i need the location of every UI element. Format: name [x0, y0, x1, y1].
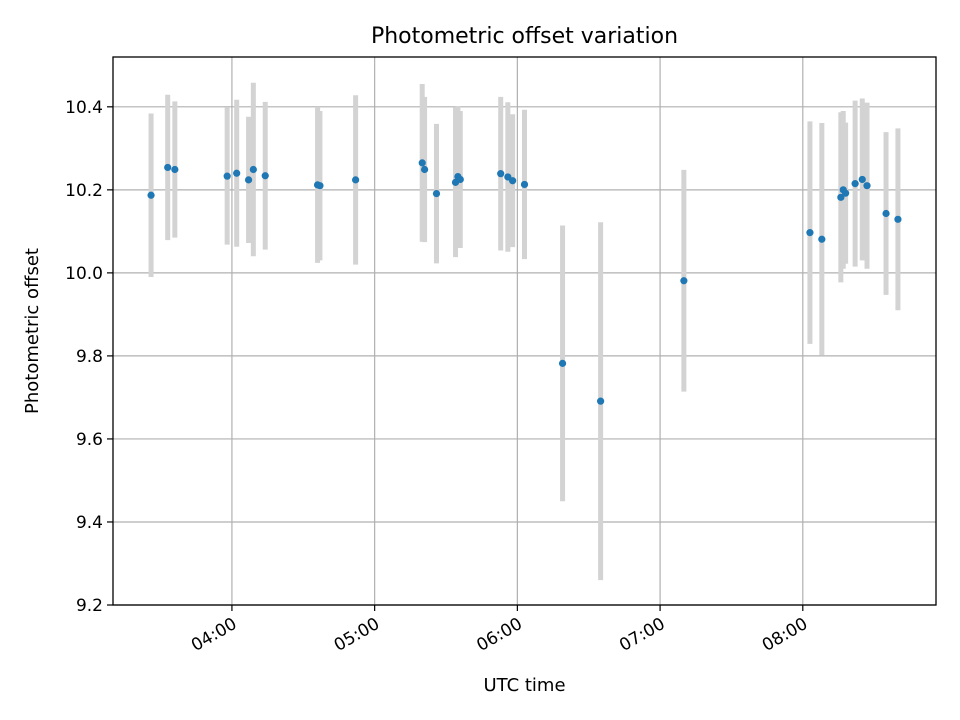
data-point: [316, 182, 324, 190]
data-point: [432, 189, 441, 198]
y-tick-label: 10.0: [65, 264, 103, 284]
data-points: [147, 159, 902, 405]
data-point: [863, 182, 871, 190]
chart-title: Photometric offset variation: [371, 24, 678, 49]
plot-frame: [112, 56, 937, 606]
data-point: [147, 191, 155, 199]
y-tick-label: 9.6: [76, 430, 103, 450]
data-point: [837, 193, 845, 201]
data-point: [842, 189, 850, 197]
x-tick-label: 04:00: [188, 614, 240, 656]
data-point: [352, 176, 360, 184]
x-axis-label: UTC time: [483, 675, 565, 696]
y-tick-label: 10.2: [65, 181, 103, 201]
data-point: [497, 170, 505, 178]
y-tick-label: 9.8: [76, 347, 103, 367]
data-point: [233, 169, 241, 177]
data-point: [558, 359, 567, 367]
data-point: [851, 180, 859, 188]
data-point: [420, 165, 429, 174]
data-point: [418, 159, 426, 167]
data-point: [164, 163, 172, 172]
y-tick-label: 10.4: [65, 98, 103, 118]
y-axis-label: Photometric offset: [22, 248, 43, 414]
data-point: [894, 215, 902, 223]
data-point: [882, 209, 890, 218]
data-point: [261, 172, 269, 180]
x-tick-label: 05:00: [331, 614, 383, 656]
data-point: [818, 235, 826, 243]
data-point: [509, 177, 517, 185]
x-tick-label: 06:00: [473, 614, 525, 656]
ticks: 04:00 05:00 06:00 07:00 08:00 9.2 9.4 9.6 9.8 10.…: [65, 98, 811, 656]
data-point: [520, 180, 529, 189]
x-tick-label: 08:00: [759, 614, 811, 656]
data-point: [806, 229, 814, 237]
x-tick-label: 07:00: [616, 614, 668, 656]
data-point: [171, 165, 179, 174]
data-point: [680, 277, 688, 285]
error-bars: [148, 82, 901, 581]
data-point: [223, 172, 231, 180]
data-point: [249, 165, 257, 174]
data-point: [244, 176, 253, 184]
data-point: [597, 397, 605, 405]
y-tick-label: 9.4: [76, 513, 103, 533]
y-tick-label: 9.2: [76, 596, 103, 616]
data-point: [858, 175, 866, 184]
data-point: [456, 175, 464, 184]
